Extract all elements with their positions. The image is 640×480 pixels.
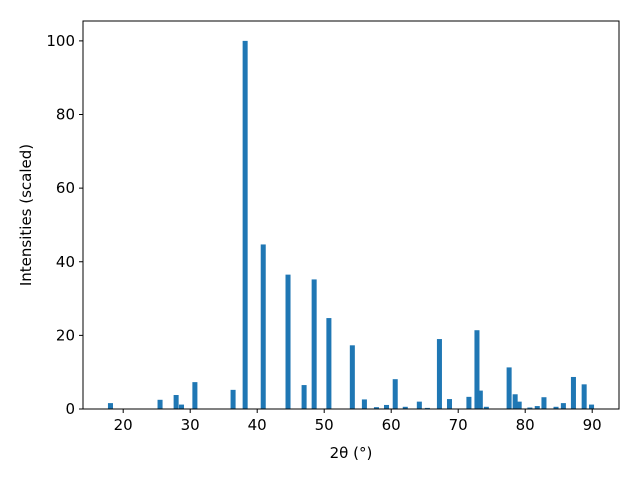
bar [349,345,355,409]
x-axis-label: 2θ (°) [330,444,373,462]
bar [285,274,291,409]
bar [477,390,483,409]
y-axis-label: Intensities (scaled) [17,144,35,286]
bar [483,406,489,409]
bar [416,401,422,409]
bar [107,403,113,409]
bar [173,395,179,409]
x-tick-label: 70 [449,416,468,434]
x-tick-label: 30 [181,416,200,434]
bar [474,330,480,409]
x-tick-label: 50 [315,416,334,434]
bar [589,404,595,409]
x-tick-label: 90 [583,416,602,434]
bar [260,244,266,409]
x-tick-label: 20 [114,416,133,434]
bar [373,407,379,409]
x-tick-label: 60 [382,416,401,434]
bar [230,389,236,409]
bar [581,384,587,409]
y-tick-label: 40 [56,253,75,271]
bar [446,399,453,409]
y-tick-label: 100 [46,32,75,50]
bar [436,339,442,409]
bar [383,404,390,409]
bar [326,318,332,409]
y-tick-label: 20 [56,326,75,344]
bar [534,406,540,409]
bar [512,394,518,409]
bar [311,279,317,409]
y-tick-label: 60 [56,179,75,197]
bar [242,40,248,409]
x-tick-label: 80 [516,416,535,434]
bar [424,407,430,409]
bar [301,385,307,409]
plot-frame [82,20,620,410]
bar [361,399,367,409]
bar [192,382,198,409]
bar [402,406,408,409]
bar [527,407,533,409]
bar [553,406,559,409]
x-tick-label: 40 [248,416,267,434]
bar [157,399,163,409]
bar [516,401,522,409]
bar [541,397,547,409]
bar [178,404,185,409]
y-tick-label: 0 [65,400,75,418]
bar [466,396,472,409]
y-tick-label: 80 [56,106,75,124]
bar [506,367,512,409]
bar [392,379,398,409]
bar [570,376,576,409]
bar [560,403,566,409]
